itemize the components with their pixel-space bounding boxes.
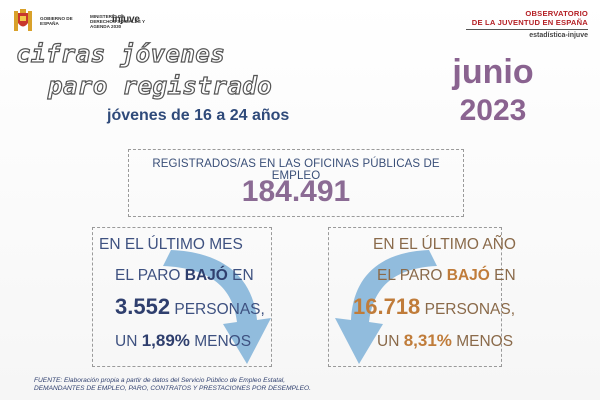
government-label: GOBIERNO DE ESPAÑA [40, 16, 73, 26]
registered-label: REGISTRADOS/AS EN LAS OFICINAS PÚBLICAS … [152, 158, 440, 182]
title-line1: cifras jóvenes [15, 39, 226, 68]
ministry-label: MINISTERIO DE DERECHOS SOCIALES Y AGENDA… [90, 13, 145, 29]
registered-value: 184.491 [241, 175, 351, 208]
subtitle: jóvenes de 16 a 24 años [107, 107, 290, 124]
arrow-down-right-icon [163, 250, 271, 364]
last-year-line4: UN 8,31% MENOS [377, 331, 514, 350]
injuve-logo: injuve [112, 14, 140, 25]
last-month-box: EN EL ÚLTIMO MES EL PARO BAJÓ EN 3.552 P… [92, 227, 272, 367]
source-line2: DEMANDANTES DE EMPLEO, PARO, CONTRATOS Y… [34, 385, 311, 392]
last-year-line3: 16.718 PERSONAS, [353, 294, 516, 319]
source-note: FUENTE: Elaboración propia a partir de d… [34, 377, 311, 393]
last-year-line2: EL PARO BAJÓ EN [377, 267, 516, 284]
month-label: junio [452, 53, 534, 91]
source-line1: FUENTE: Elaboración propia a partir de d… [34, 377, 286, 384]
last-year-line1: EN EL ÚLTIMO AÑO [373, 236, 516, 253]
last-month-line4: UN 1,89% MENOS [115, 331, 252, 350]
observatory-logo: OBSERVATORIO DE LA JUVENTUD EN ESPAÑA es… [466, 9, 588, 39]
year-label: 2023 [459, 94, 527, 127]
observatory-line1: OBSERVATORIO [525, 9, 588, 18]
observatory-line2: DE LA JUVENTUD EN ESPAÑA [471, 18, 588, 27]
government-logo: GOBIERNO DE ESPAÑA MINISTERIO DE DERECHO… [10, 8, 150, 34]
title-line2: paro registrado [47, 71, 273, 100]
last-month-line2: EL PARO BAJÓ EN [115, 267, 254, 284]
observatory-line3: estadística-injuve [529, 32, 588, 40]
last-month-line1: EN EL ÚLTIMO MES [99, 236, 243, 253]
registered-box: REGISTRADOS/AS EN LAS OFICINAS PÚBLICAS … [128, 149, 464, 217]
last-month-line3: 3.552 PERSONAS, [115, 294, 265, 319]
observatory-rule [466, 29, 588, 31]
last-year-box: EN EL ÚLTIMO AÑO EL PARO BAJÓ EN 16.718 … [328, 227, 516, 367]
coat-of-arms-icon [14, 9, 32, 31]
arrow-down-left-icon [335, 250, 437, 364]
